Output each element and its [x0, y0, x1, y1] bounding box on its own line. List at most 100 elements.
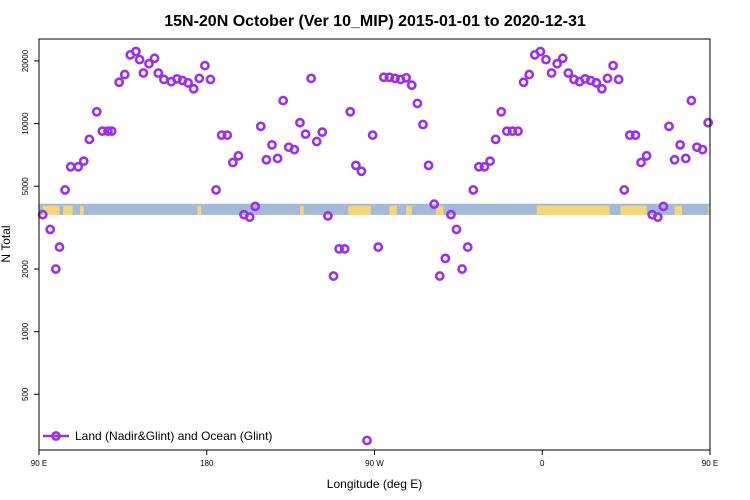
data-point: [60, 185, 70, 195]
x-tick-label: 90 E: [31, 459, 47, 468]
data-point: [429, 199, 440, 210]
data-point: [328, 271, 339, 281]
data-point: [496, 106, 507, 117]
data-point: [278, 95, 289, 106]
data-point: [149, 53, 160, 64]
data-point: [339, 243, 350, 254]
data-point: [356, 166, 367, 177]
land-patch: [63, 205, 73, 215]
data-point: [390, 73, 400, 84]
data-point: [613, 74, 624, 85]
data-point: [641, 150, 652, 161]
legend-label: Land (Nadir&Glint) and Ocean (Glint): [75, 429, 272, 443]
data-point: [658, 201, 669, 212]
data-point: [65, 161, 76, 172]
data-point: [401, 72, 412, 83]
data-point: [552, 58, 563, 69]
data-point: [114, 77, 125, 88]
data-point: [158, 74, 169, 85]
data-point: [596, 83, 607, 94]
data-point: [591, 77, 602, 88]
legend: Land (Nadir&Glint) and Ocean (Glint): [43, 429, 272, 443]
data-point: [311, 136, 322, 147]
data-point: [73, 161, 84, 172]
data-point: [194, 73, 205, 84]
data-point: [350, 160, 361, 171]
data-point: [557, 53, 568, 64]
data-point: [289, 144, 300, 155]
y-tick-label: 1000: [21, 322, 30, 340]
data-point: [45, 224, 56, 235]
data-point: [546, 68, 557, 78]
x-tick-label: 90 W: [365, 459, 384, 468]
data-point: [295, 117, 305, 128]
data-point: [267, 139, 277, 150]
data-point: [323, 211, 333, 221]
data-point: [440, 253, 451, 264]
data-point: [664, 121, 674, 132]
land-patch: [348, 205, 371, 215]
data-point: [697, 144, 708, 155]
data-point: [468, 185, 479, 195]
data-point: [608, 60, 618, 71]
data-point: [211, 185, 221, 195]
data-point: [490, 134, 501, 145]
data-point: [669, 154, 680, 165]
data-point: [222, 130, 233, 141]
x-axis-label: Longitude (deg E): [327, 477, 422, 491]
data-point: [317, 127, 328, 138]
data-point: [233, 150, 244, 161]
land-patch: [197, 205, 202, 215]
land-patch: [620, 205, 647, 215]
data-point: [563, 68, 574, 78]
data-point: [138, 68, 149, 78]
data-point: [518, 77, 529, 88]
data-point: [630, 130, 641, 141]
data-point: [378, 72, 389, 83]
data-point: [462, 242, 473, 252]
data-point: [97, 126, 108, 137]
data-point: [300, 129, 311, 140]
data-point: [602, 73, 613, 84]
data-point: [103, 126, 113, 137]
x-tick-label: 90 E: [702, 459, 718, 468]
y-tick-label: 5000: [21, 177, 30, 195]
data-point: [106, 126, 117, 137]
y-tick-label: 2000: [21, 260, 30, 278]
data-point: [384, 72, 395, 83]
data-point: [418, 119, 428, 130]
plot-frame: [38, 38, 711, 451]
y-tick-label: 20000: [21, 49, 30, 72]
land-patch: [436, 205, 444, 215]
data-point: [78, 156, 89, 167]
data-point: [244, 212, 255, 223]
data-point: [686, 95, 697, 106]
data-point: [373, 242, 384, 252]
data-point: [434, 271, 445, 281]
land-patch: [708, 205, 710, 215]
y-tick-label: 10000: [21, 112, 30, 135]
x-tick-label: 180: [200, 459, 214, 468]
land-patch: [80, 205, 84, 215]
legend-marker: [51, 431, 61, 441]
land-patch: [299, 205, 304, 215]
data-point: [91, 106, 102, 117]
data-point: [513, 126, 523, 137]
data-point: [216, 130, 227, 141]
data-point: [306, 73, 317, 84]
data-point: [227, 157, 238, 168]
data-point: [619, 185, 630, 195]
chart-title: 15N-20N October (Ver 10_MIP) 2015-01-01 …: [164, 13, 586, 30]
data-point: [54, 242, 65, 252]
data-point: [675, 139, 686, 150]
data-point: [703, 117, 714, 128]
land-patch: [406, 205, 412, 215]
surface-band: [39, 203, 710, 215]
data-point: [261, 154, 272, 165]
data-point: [541, 54, 551, 65]
data-point: [119, 69, 130, 80]
data-point: [205, 74, 216, 85]
data-point: [144, 58, 154, 69]
data-point: [479, 161, 490, 172]
